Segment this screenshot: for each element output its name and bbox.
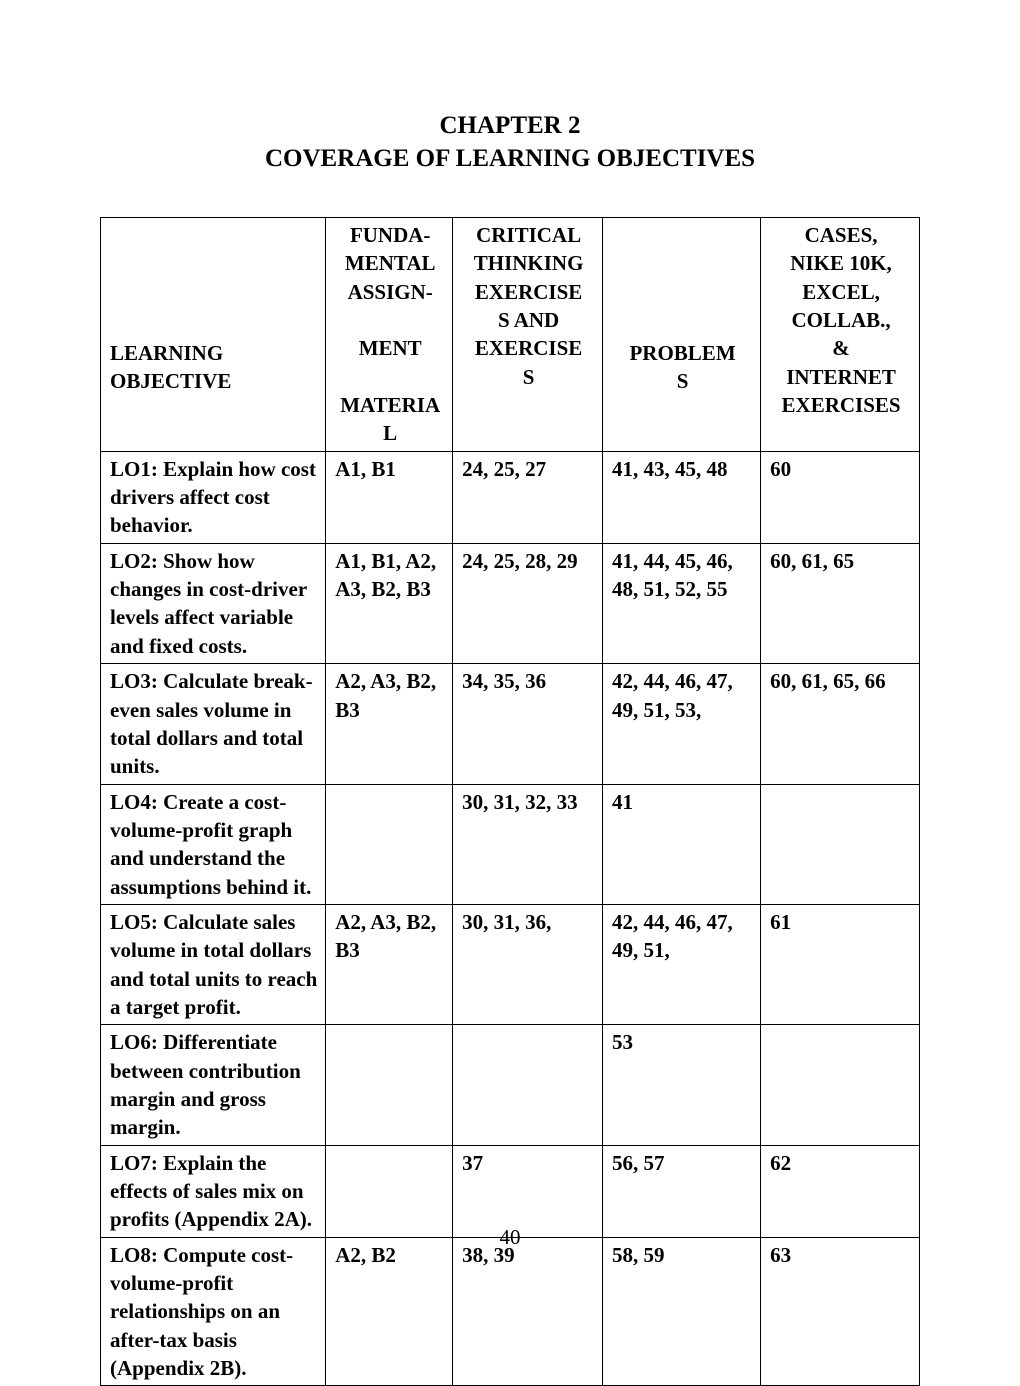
cell-cases: 61 (761, 904, 920, 1024)
cell-problems: 41, 43, 45, 48 (603, 451, 761, 543)
cell-critical: 24, 25, 27 (453, 451, 603, 543)
cell-fundamental: A2, A3, B2, B3 (326, 664, 453, 784)
cell-critical (453, 1025, 603, 1145)
chapter-subtitle: COVERAGE OF LEARNING OBJECTIVES (100, 143, 920, 176)
table-row: LO7: Explain the effects of sales mix on… (101, 1145, 920, 1237)
cell-fundamental (326, 1145, 453, 1237)
chapter-title: CHAPTER 2 (100, 110, 920, 143)
cell-problems: 58, 59 (603, 1237, 761, 1386)
table-header-row: LEARNING OBJECTIVE FUNDA-MENTALASSIGN-ME… (101, 218, 920, 452)
table-row: LO1: Explain how cost drivers affect cos… (101, 451, 920, 543)
cell-critical: 30, 31, 32, 33 (453, 784, 603, 904)
col-header-critical: CRITICALTHINKINGEXERCISES ANDEXERCISES (453, 218, 603, 452)
table-row: LO8: Compute cost-volume-profit relation… (101, 1237, 920, 1386)
table-row: LO6: Differentiate between contribution … (101, 1025, 920, 1145)
table-row: LO5: Calculate sales volume in total dol… (101, 904, 920, 1024)
cell-problems: 53 (603, 1025, 761, 1145)
cell-cases (761, 1025, 920, 1145)
cell-cases: 60 (761, 451, 920, 543)
cell-problems: 41, 44, 45, 46, 48, 51, 52, 55 (603, 543, 761, 663)
col-header-fundamental: FUNDA-MENTALASSIGN-MENTMATERIAL (326, 218, 453, 452)
cell-cases: 60, 61, 65 (761, 543, 920, 663)
objectives-table: LEARNING OBJECTIVE FUNDA-MENTALASSIGN-ME… (100, 217, 920, 1386)
cell-problems: 56, 57 (603, 1145, 761, 1237)
title-block: CHAPTER 2 COVERAGE OF LEARNING OBJECTIVE… (100, 110, 920, 175)
cell-critical: 30, 31, 36, (453, 904, 603, 1024)
cell-objective: LO8: Compute cost-volume-profit relation… (101, 1237, 326, 1386)
cell-fundamental: A2, B2 (326, 1237, 453, 1386)
cell-objective: LO7: Explain the effects of sales mix on… (101, 1145, 326, 1237)
cell-objective: LO3: Calculate break-even sales volume i… (101, 664, 326, 784)
cell-problems: 42, 44, 46, 47, 49, 51, (603, 904, 761, 1024)
table-row: LO2: Show how changes in cost-driver lev… (101, 543, 920, 663)
cell-objective: LO1: Explain how cost drivers affect cos… (101, 451, 326, 543)
cell-cases: 60, 61, 65, 66 (761, 664, 920, 784)
table-row: LO3: Calculate break-even sales volume i… (101, 664, 920, 784)
cell-critical: 37 (453, 1145, 603, 1237)
table-row: LO4: Create a cost-volume-profit graph a… (101, 784, 920, 904)
cell-critical: 24, 25, 28, 29 (453, 543, 603, 663)
cell-fundamental: A1, B1 (326, 451, 453, 543)
cell-problems: 41 (603, 784, 761, 904)
cell-fundamental: A1, B1, A2, A3, B2, B3 (326, 543, 453, 663)
cell-objective: LO5: Calculate sales volume in total dol… (101, 904, 326, 1024)
cell-cases (761, 784, 920, 904)
cell-objective: LO6: Differentiate between contribution … (101, 1025, 326, 1145)
cell-cases: 63 (761, 1237, 920, 1386)
cell-problems: 42, 44, 46, 47, 49, 51, 53, (603, 664, 761, 784)
col-header-cases: CASES,NIKE 10K,EXCEL,COLLAB.,&INTERNETEX… (761, 218, 920, 452)
cell-cases: 62 (761, 1145, 920, 1237)
col-header-objective: LEARNING OBJECTIVE (101, 218, 326, 452)
page-number: 40 (0, 1225, 1020, 1250)
cell-objective: LO2: Show how changes in cost-driver lev… (101, 543, 326, 663)
cell-critical: 34, 35, 36 (453, 664, 603, 784)
cell-fundamental (326, 784, 453, 904)
col-header-problems: PROBLEMS (603, 218, 761, 452)
cell-fundamental (326, 1025, 453, 1145)
cell-critical: 38, 39 (453, 1237, 603, 1386)
cell-fundamental: A2, A3, B2, B3 (326, 904, 453, 1024)
cell-objective: LO4: Create a cost-volume-profit graph a… (101, 784, 326, 904)
